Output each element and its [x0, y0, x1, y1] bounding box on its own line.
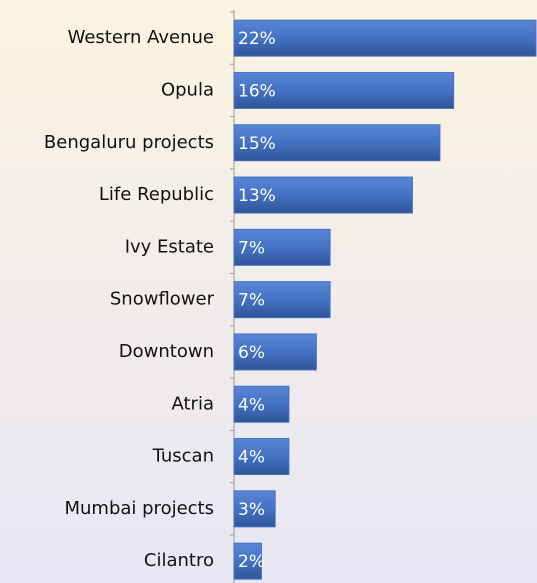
category-label: Life Republic — [99, 184, 214, 205]
value-label: 15% — [238, 134, 276, 154]
value-label: 7% — [238, 238, 265, 258]
bar — [233, 19, 537, 57]
category-label: Western Avenue — [68, 27, 214, 48]
bar — [233, 228, 331, 266]
bar — [233, 124, 441, 162]
category-label: Atria — [172, 393, 215, 414]
category-label: Bengaluru projects — [44, 132, 214, 153]
value-label: 3% — [238, 500, 265, 520]
value-label: 16% — [238, 81, 276, 101]
bar — [233, 176, 413, 214]
bar — [233, 438, 290, 476]
bar — [233, 71, 455, 109]
category-label: Ivy Estate — [125, 236, 214, 257]
bar — [233, 542, 262, 580]
category-label: Opula — [161, 79, 214, 100]
value-label: 22% — [238, 29, 276, 49]
value-label: 4% — [238, 448, 265, 468]
category-label: Mumbai projects — [64, 498, 214, 519]
category-label: Downtown — [119, 341, 214, 362]
bar — [233, 333, 317, 371]
value-label: 2% — [238, 552, 265, 572]
category-label: Snowflower — [110, 289, 215, 310]
category-label: Tuscan — [152, 446, 214, 467]
bar — [233, 490, 276, 528]
bar — [233, 281, 331, 319]
value-label: 13% — [238, 186, 276, 206]
category-label: Cilantro — [144, 550, 214, 571]
value-label: 6% — [238, 343, 265, 363]
bar — [233, 385, 290, 423]
value-label: 7% — [238, 291, 265, 311]
value-label: 4% — [238, 395, 265, 415]
